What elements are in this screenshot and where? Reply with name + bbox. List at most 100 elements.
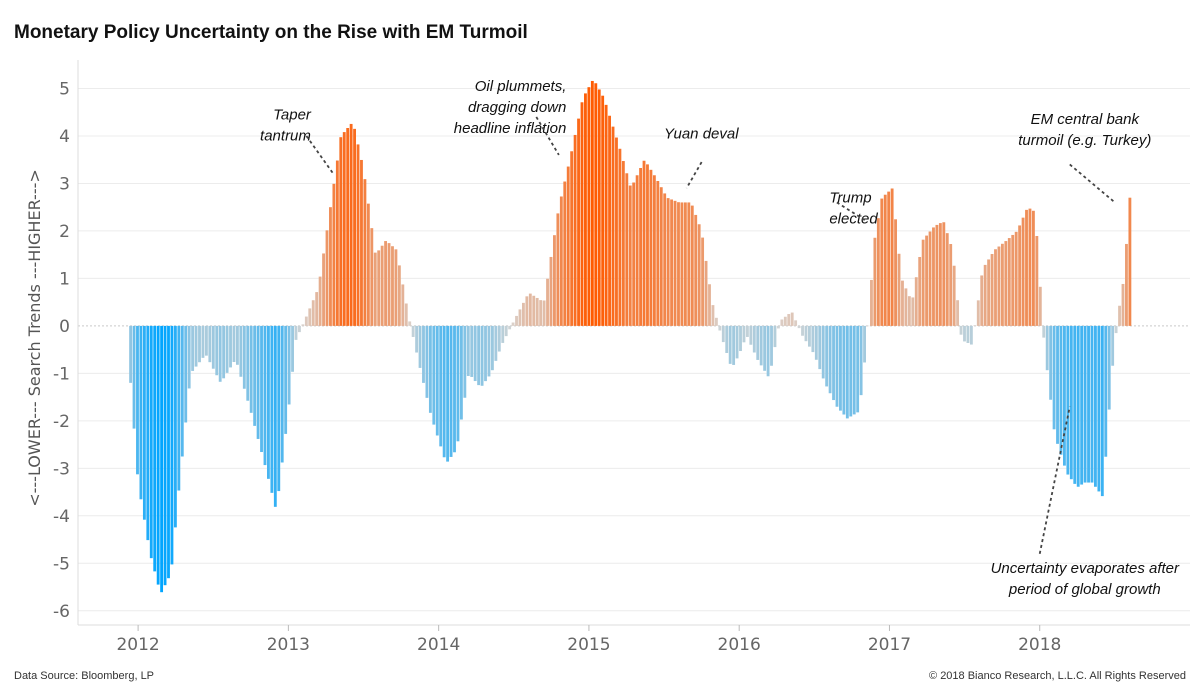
bar <box>1004 241 1008 326</box>
bar <box>663 193 667 326</box>
bar <box>346 128 350 326</box>
bar <box>670 199 674 326</box>
bar <box>535 297 539 326</box>
bar <box>339 137 343 326</box>
bar <box>149 325 153 559</box>
y-tick-label: -4 <box>53 507 70 527</box>
bar <box>242 325 246 389</box>
bar <box>129 325 133 383</box>
bar <box>322 253 325 326</box>
bar <box>1059 325 1063 455</box>
bar <box>1114 325 1118 334</box>
annotation-pointer <box>685 161 703 189</box>
bar <box>1042 325 1046 338</box>
bar <box>863 325 866 363</box>
bar <box>204 325 208 356</box>
bar <box>721 325 725 343</box>
y-tick-label: 2 <box>59 222 70 242</box>
bar <box>666 198 670 326</box>
bar <box>439 325 443 447</box>
bar <box>1028 208 1032 326</box>
bar <box>749 325 753 345</box>
bar <box>745 325 749 337</box>
bar <box>870 279 873 326</box>
bar <box>959 325 963 335</box>
y-ticks: 5 4 3 2 1 0 -1 -2 -3 -4 -5 -6 <box>53 79 70 621</box>
bar <box>397 265 401 326</box>
bar <box>756 325 760 360</box>
bar <box>470 325 474 377</box>
bar <box>963 325 966 342</box>
bar <box>1097 325 1101 492</box>
bar <box>208 325 212 363</box>
y-tick-label: 0 <box>59 317 70 337</box>
bar <box>804 325 808 342</box>
bar <box>263 325 267 466</box>
bar <box>883 194 887 326</box>
annotation-text: Oil plummets, dragging down headline infla… <box>454 78 567 137</box>
bar <box>632 182 636 326</box>
y-tick-label: -6 <box>53 602 70 622</box>
bar <box>794 320 798 326</box>
bar <box>432 325 436 425</box>
bar <box>142 325 146 520</box>
bar <box>849 325 853 417</box>
bar <box>584 93 587 326</box>
bar <box>966 325 970 343</box>
bar <box>360 159 363 326</box>
bar <box>1104 325 1108 457</box>
bar <box>370 228 374 326</box>
annotation-line: turmoil (e.g. Turkey) <box>1018 132 1151 149</box>
bar <box>298 325 301 333</box>
x-tick-label: 2016 <box>718 635 761 655</box>
bar <box>256 325 260 439</box>
bar <box>752 325 756 353</box>
bar <box>304 316 308 326</box>
bar <box>625 173 629 326</box>
bar <box>621 161 625 326</box>
bar <box>956 300 960 326</box>
bar <box>935 224 939 326</box>
bar <box>783 316 787 326</box>
copyright-notice: © 2018 Bianco Research, L.L.C. All Right… <box>929 670 1186 682</box>
bar <box>253 325 257 426</box>
y-tick-label: 1 <box>59 269 70 289</box>
bar <box>701 237 705 326</box>
bar <box>976 300 980 326</box>
annotation-line: Yuan deval <box>664 125 739 142</box>
bar <box>287 325 291 405</box>
bar <box>835 325 839 407</box>
annotation-line: period of global growth <box>1008 581 1161 598</box>
bar <box>725 325 729 353</box>
annotation-text: EM central bank turmoil (e.g. Turkey) <box>1018 111 1151 149</box>
bar <box>1049 325 1053 400</box>
x-tick-label: 2018 <box>1018 635 1061 655</box>
annotation-text: Trump elected <box>829 189 878 227</box>
bar <box>311 300 315 326</box>
bar <box>556 213 560 326</box>
bar <box>825 325 829 387</box>
bar <box>387 243 391 326</box>
bar <box>215 325 219 376</box>
bar <box>442 325 446 458</box>
bar <box>553 235 556 326</box>
bar <box>180 325 184 457</box>
bar <box>839 325 842 411</box>
bar <box>173 325 177 528</box>
y-axis-label: <---LOWER--- Search Trends ---HIGHER---> <box>25 169 44 507</box>
bar <box>694 214 698 326</box>
bar <box>146 325 150 541</box>
annotation-line: Trump <box>829 189 871 206</box>
bar <box>828 325 832 394</box>
bar <box>945 233 949 326</box>
bar <box>136 325 139 475</box>
bar <box>1087 325 1090 483</box>
bar <box>156 325 160 585</box>
bar <box>894 219 897 326</box>
bar <box>821 325 825 379</box>
bar <box>167 325 170 579</box>
y-tick-label: -2 <box>53 412 70 432</box>
bar <box>1011 234 1015 326</box>
bar <box>842 325 846 415</box>
bar <box>904 288 908 326</box>
